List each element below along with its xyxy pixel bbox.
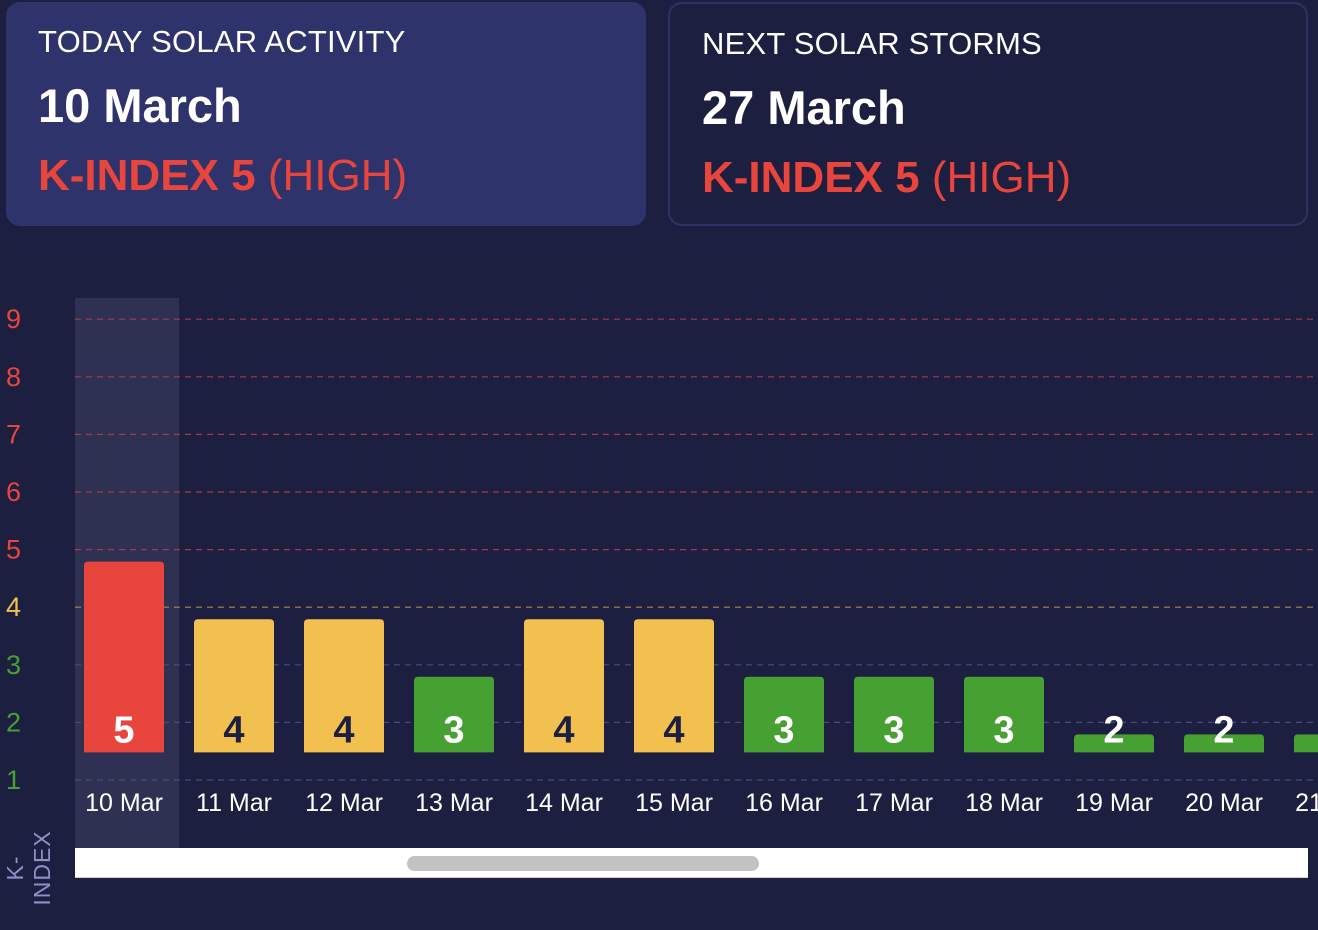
today-activity-card: TODAY SOLAR ACTIVITY 10 March K-INDEX 5 … (6, 2, 646, 226)
bar-21-mar (1294, 734, 1318, 753)
bar-value-label: 4 (553, 709, 574, 751)
today-k-index-value: K-INDEX 5 (38, 151, 256, 200)
bar-value-label: 5 (113, 709, 134, 751)
bar-value-label: 4 (223, 709, 244, 751)
x-tick-label: 12 Mar (305, 789, 383, 817)
x-tick-label: 15 Mar (635, 789, 713, 817)
x-tick-label: 17 Mar (855, 789, 933, 817)
x-tick-label: 16 Mar (745, 789, 823, 817)
bar-11-mar (194, 619, 274, 753)
x-tick-label: 20 Mar (1185, 789, 1263, 817)
next-storms-card[interactable]: NEXT SOLAR STORMS 27 March K-INDEX 5 (HI… (668, 2, 1308, 226)
bar-value-label: 3 (883, 709, 904, 751)
x-tick-label: 13 Mar (415, 789, 493, 817)
today-card-date: 10 March (38, 79, 242, 132)
bar-14-mar (524, 619, 604, 753)
y-tick-label-1: 1 (6, 765, 21, 795)
next-k-index-level: (HIGH) (931, 153, 1072, 202)
y-tick-label-8: 8 (6, 362, 21, 392)
y-axis-label: K-INDEX (2, 830, 55, 906)
y-tick-label-2: 2 (6, 707, 21, 737)
scrollbar-thumb[interactable] (407, 856, 759, 871)
bar-16-mar (744, 676, 824, 753)
next-k-index-value: K-INDEX 5 (702, 153, 920, 202)
next-card-title: NEXT SOLAR STORMS (702, 26, 1042, 61)
x-tick-label: 21 Mar (1295, 789, 1318, 817)
y-tick-label-5: 5 (6, 535, 21, 565)
bar-17-mar (854, 676, 934, 753)
k-index-chart: 1 2 3 4 5 6 7 8 9 5 10 Mar 4 11 Mar 4 12 Mar 3 13 Mar 4 14… (0, 280, 1318, 930)
y-tick-label-4: 4 (6, 592, 21, 622)
bar-value-label: 2 (1103, 709, 1124, 751)
next-k-index: K-INDEX 5 (HIGH) (702, 153, 1274, 203)
bar-18-mar (964, 676, 1044, 753)
x-tick-label: 10 Mar (85, 789, 163, 817)
x-tick-label: 18 Mar (965, 789, 1043, 817)
y-tick-label-9: 9 (6, 304, 21, 334)
bar-10-mar (84, 561, 164, 753)
today-k-index: K-INDEX 5 (HIGH) (38, 151, 614, 201)
bar-15-mar (634, 619, 714, 753)
bar-value-label: 4 (663, 709, 684, 751)
today-card-title: TODAY SOLAR ACTIVITY (38, 24, 406, 59)
next-card-date: 27 March (702, 81, 906, 134)
bar-value-label: 3 (993, 709, 1014, 751)
x-tick-label: 14 Mar (525, 789, 603, 817)
bar-19-mar (1074, 734, 1154, 753)
bar-value-label: 2 (1213, 709, 1234, 751)
y-tick-label-7: 7 (6, 419, 21, 449)
bar-value-label: 4 (333, 709, 354, 751)
bar-20-mar (1184, 734, 1264, 753)
x-tick-label: 11 Mar (196, 789, 272, 817)
y-tick-label-6: 6 (6, 477, 21, 507)
bar-value-label: 3 (443, 709, 464, 751)
bar-13-mar (414, 676, 494, 753)
bar-value-label: 3 (773, 709, 794, 751)
bar-12-mar (304, 619, 384, 753)
chart-horizontal-scrollbar[interactable] (75, 848, 1308, 878)
today-k-index-level: (HIGH) (267, 151, 408, 200)
x-tick-label: 19 Mar (1075, 789, 1153, 817)
k-index-chart-svg: 1 2 3 4 5 6 7 8 9 5 10 Mar 4 11 Mar 4 12 Mar 3 13 Mar 4 14… (6, 298, 1318, 850)
y-tick-label-3: 3 (6, 650, 21, 680)
